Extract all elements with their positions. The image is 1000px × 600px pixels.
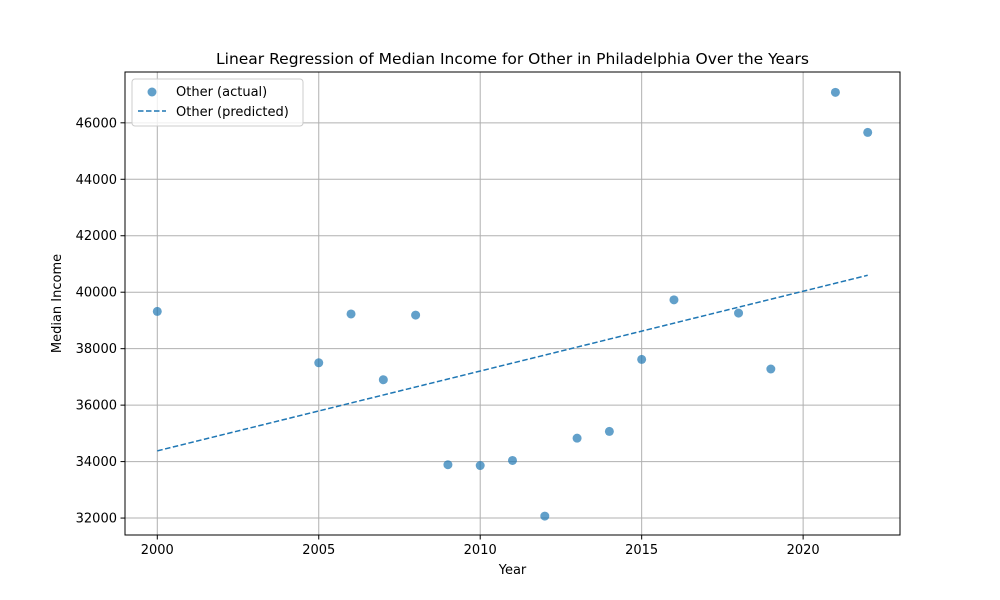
data-point (863, 127, 873, 137)
x-tick-label: 2005 (302, 543, 335, 558)
y-tick-label: 40000 (76, 286, 117, 301)
data-point (766, 364, 776, 374)
y-tick-label: 44000 (76, 173, 117, 188)
legend-label-predicted: Other (predicted) (176, 105, 289, 120)
data-point (314, 358, 324, 368)
data-point (572, 433, 582, 443)
chart-title: Linear Regression of Median Income for O… (216, 50, 809, 68)
data-point (378, 375, 388, 385)
data-point (411, 310, 421, 320)
legend-marker-actual (147, 87, 157, 97)
regression-line (157, 274, 868, 452)
x-tick-label: 2020 (787, 543, 820, 558)
x-tick-label: 2000 (141, 543, 174, 558)
grid-lines (125, 72, 900, 535)
legend-box (131, 78, 304, 127)
data-point (508, 455, 517, 465)
data-point (734, 308, 744, 318)
y-axis-ticks: 32000 34000 36000 38000 40000 42000 44000 46000 (76, 116, 125, 527)
y-axis-title: Median Income (50, 254, 65, 353)
y-tick-label: 46000 (76, 116, 117, 131)
x-tick-label: 2010 (464, 543, 497, 558)
data-point (540, 511, 550, 521)
data-point (604, 426, 614, 436)
predicted-series (157, 274, 868, 452)
data-point (830, 87, 840, 97)
data-point (152, 306, 162, 316)
data-point (475, 461, 485, 471)
plot-frame (124, 71, 901, 536)
legend-label-actual: Other (actual) (176, 85, 267, 100)
x-axis-ticks: 2000 2005 2010 2015 2020 (141, 535, 820, 558)
data-point (443, 460, 453, 470)
y-tick-label: 34000 (76, 455, 117, 470)
y-tick-label: 38000 (76, 342, 117, 357)
y-tick-label: 36000 (76, 399, 117, 414)
x-tick-label: 2015 (625, 543, 658, 558)
actual-series (152, 87, 873, 521)
data-point (637, 354, 647, 364)
x-axis-title: Year (498, 563, 527, 578)
y-tick-label: 32000 (76, 512, 117, 527)
data-point (346, 309, 356, 319)
y-tick-label: 42000 (76, 229, 117, 244)
legend: Other (actual) Other (predicted) (131, 78, 304, 127)
data-point (669, 295, 679, 305)
